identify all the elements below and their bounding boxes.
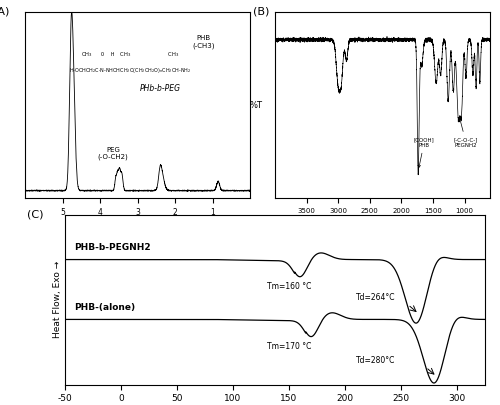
Text: (A): (A) (0, 6, 10, 17)
Text: PHB
(-CH3): PHB (-CH3) (192, 35, 215, 49)
Text: (B): (B) (254, 6, 270, 17)
Text: PHb-b-PEG: PHb-b-PEG (140, 84, 180, 93)
Text: Td=280°C: Td=280°C (356, 356, 396, 365)
Text: [COOH]
PHB: [COOH] PHB (414, 137, 434, 167)
Text: Tm=170 °C: Tm=170 °C (266, 342, 311, 352)
Text: PEG
(-O-CH2): PEG (-O-CH2) (98, 147, 128, 160)
Text: %T: %T (249, 101, 262, 110)
Text: $\rm CH_3$   O  H  $\rm CH_3$            $\rm CH_3$: $\rm CH_3$ O H $\rm CH_3$ $\rm CH_3$ (81, 51, 179, 60)
Text: [-C-O-C-]
PEGNH2: [-C-O-C-] PEGNH2 (454, 119, 478, 148)
Text: (C): (C) (27, 209, 44, 220)
Text: Tm=160 °C: Tm=160 °C (266, 283, 311, 292)
Text: Td=264°C: Td=264°C (356, 293, 396, 303)
Text: PHB-b-PEGNH2: PHB-b-PEGNH2 (74, 243, 150, 252)
Y-axis label: Heat Flow, Exo →: Heat Flow, Exo → (53, 261, 62, 338)
Text: PHB-(alone): PHB-(alone) (74, 303, 135, 312)
Text: H-OCHCH$_2$C-N-NHCHCH$_2$O(CH$_2$CH$_2$O)$_n$CH$_2$CH-NH$_2$: H-OCHCH$_2$C-N-NHCHCH$_2$O(CH$_2$CH$_2$O… (69, 66, 191, 75)
X-axis label: ppm: ppm (128, 223, 148, 232)
